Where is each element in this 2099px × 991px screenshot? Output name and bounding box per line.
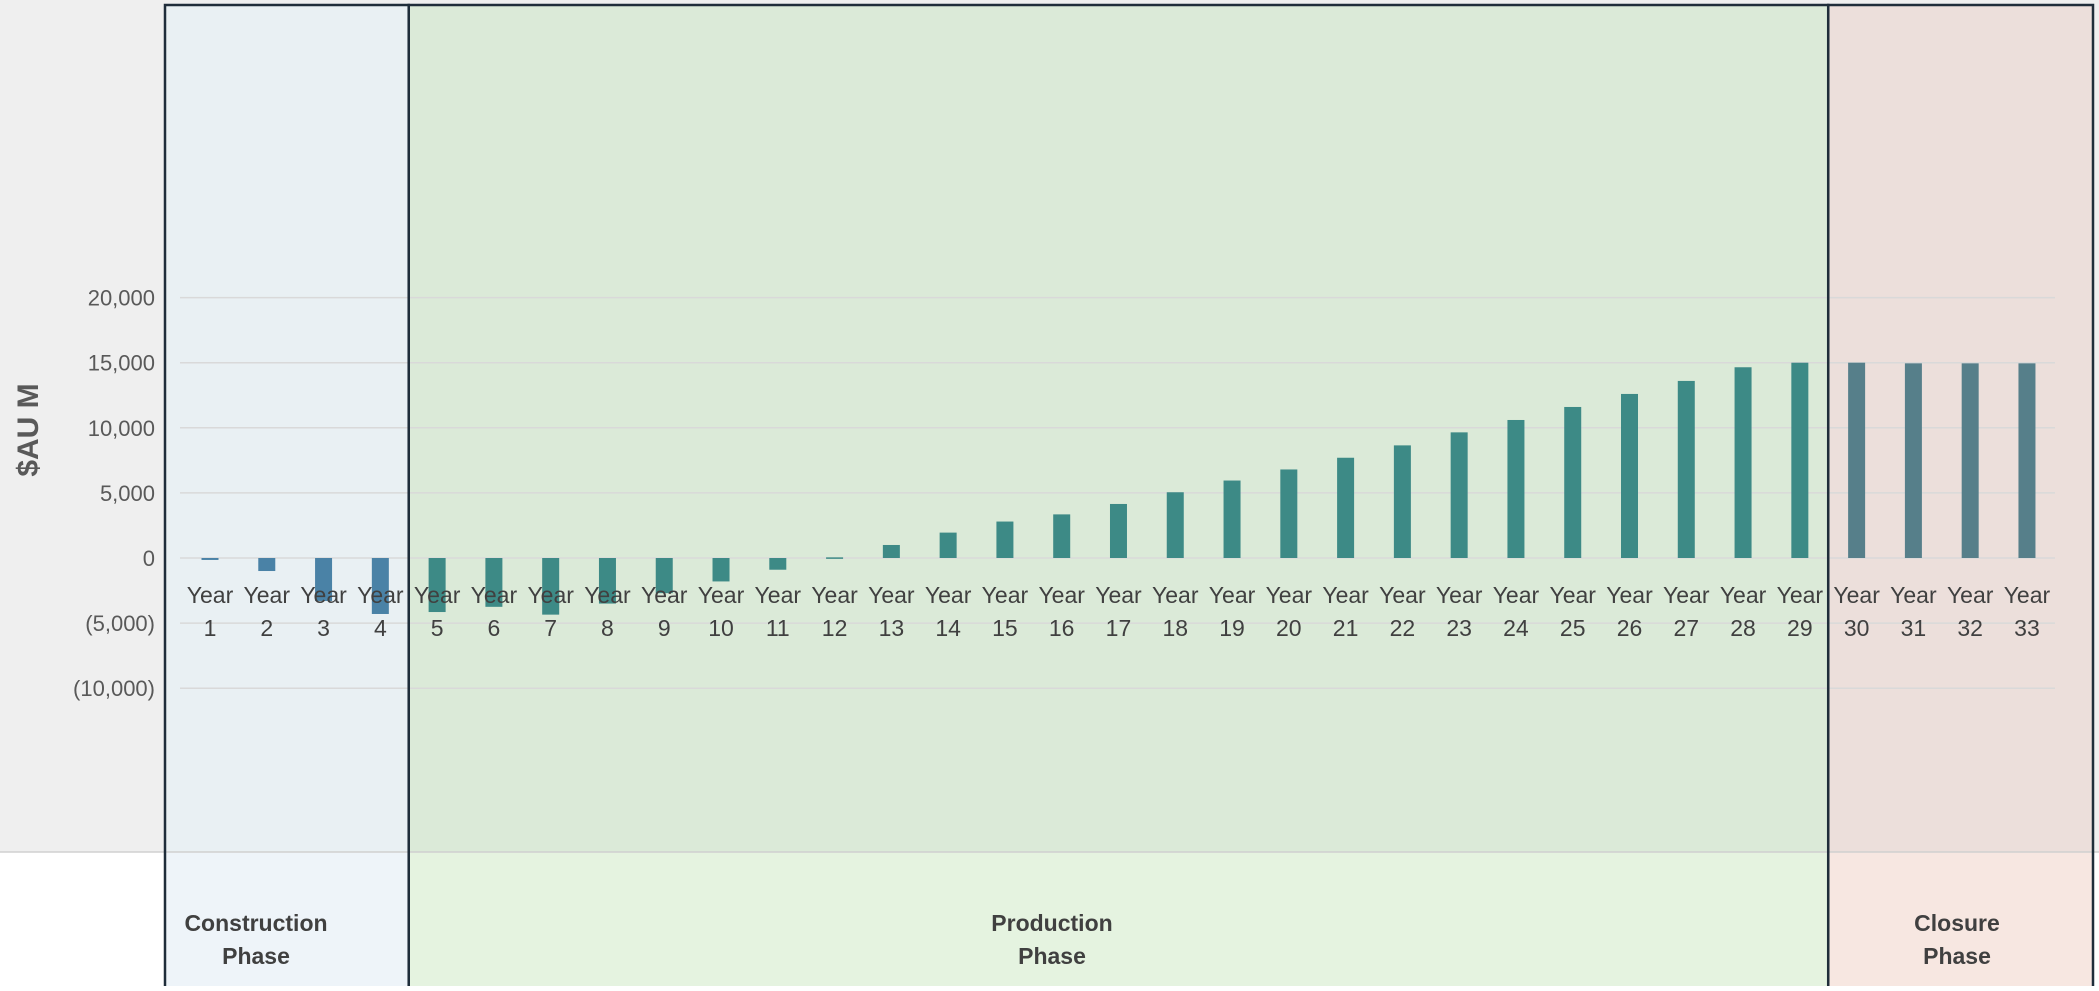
bar: [1621, 393, 1638, 558]
x-tick-label: Year 20: [1266, 582, 1313, 641]
y-tick-label: 5,000: [100, 481, 155, 506]
bar: [1734, 367, 1752, 558]
bar: [1564, 406, 1582, 558]
x-tick-label: Year 27: [1663, 582, 1710, 641]
bar: [542, 558, 560, 615]
x-tick-label: Year 8: [584, 582, 631, 641]
x-tick-label: Year 5: [414, 582, 461, 641]
phase-band-production: [408, 852, 1829, 986]
x-tick-label: Year 30: [1833, 582, 1880, 641]
y-tick-label: 15,000: [88, 351, 155, 376]
x-tick-label: Year 21: [1322, 582, 1369, 641]
x-tick-label: Year 15: [982, 582, 1029, 641]
y-axis-title: $AU M: [12, 383, 45, 476]
x-tick-label: Year 4: [357, 582, 404, 641]
bar: [1677, 380, 1695, 558]
bar: [1393, 445, 1411, 558]
x-tick-label: Year 1: [187, 582, 234, 641]
x-tick-label: Year 26: [1606, 582, 1653, 641]
y-tick-label: 10,000: [88, 416, 155, 441]
bar: [315, 558, 333, 601]
bar: [655, 558, 673, 594]
x-tick-label: Year 25: [1549, 582, 1596, 641]
x-tick-label: Year 24: [1493, 582, 1540, 641]
y-tick-label: 20,000: [88, 286, 155, 311]
x-tick-label: Year 13: [868, 582, 915, 641]
x-tick-label: Year 22: [1379, 582, 1426, 641]
x-tick-label: Year 18: [1152, 582, 1199, 641]
x-tick-label: Year 12: [811, 582, 858, 641]
bar: [1280, 469, 1298, 558]
x-tick-label: Year 7: [527, 582, 574, 641]
bar: [1848, 362, 1866, 558]
bar: [428, 558, 446, 613]
x-tick-label: Year 6: [471, 582, 518, 641]
x-tick-label: Year 16: [1038, 582, 1085, 641]
x-tick-label: Year 23: [1436, 582, 1483, 641]
x-tick-label: Year 3: [300, 582, 347, 641]
bar: [1507, 419, 1525, 558]
x-tick-label: Year 33: [2004, 582, 2051, 641]
bar: [1223, 480, 1241, 558]
bar: [1961, 363, 1979, 558]
y-tick-label: 0: [143, 546, 155, 571]
phase-label-closure: Closure Phase: [1914, 910, 2000, 969]
bar: [996, 521, 1014, 558]
bar: [1053, 514, 1071, 558]
bar: [485, 558, 503, 607]
bar: [1166, 492, 1184, 558]
phase-label-construction: Construction Phase: [184, 910, 327, 969]
bar: [1791, 362, 1809, 558]
phase-border: [1826, 3, 2095, 991]
x-tick-label: Year 11: [755, 582, 802, 641]
bar: [201, 558, 219, 560]
x-tick-label: Year 31: [1890, 582, 1937, 641]
phase-label-production: Production Phase: [991, 910, 1112, 969]
bar: [939, 532, 957, 558]
y-tick-label: (10,000): [73, 676, 155, 701]
x-tick-label: Year 10: [698, 582, 745, 641]
y-tick-label: (5,000): [85, 611, 155, 636]
x-tick-label: Year 19: [1209, 582, 1256, 641]
bar: [712, 558, 730, 582]
x-tick-label: Year 28: [1720, 582, 1767, 641]
x-tick-label: Year 9: [641, 582, 688, 641]
bar: [1109, 503, 1127, 558]
x-tick-label: Year 14: [925, 582, 972, 641]
bar: [769, 558, 787, 570]
bar: [1904, 363, 1922, 558]
bar: [598, 558, 616, 604]
x-tick-label: Year 29: [1777, 582, 1824, 641]
bar: [371, 558, 389, 614]
phase-band-construction: [165, 852, 409, 986]
bar: [258, 558, 276, 572]
bar: [826, 557, 844, 559]
bar: [882, 544, 900, 558]
bar: [1450, 432, 1468, 558]
phase-band-closure: [1828, 852, 2093, 986]
bar: [1337, 457, 1355, 558]
x-tick-label: Year 17: [1095, 582, 1142, 641]
bar: [2018, 363, 2036, 558]
x-tick-label: Year 32: [1947, 582, 1994, 641]
x-tick-label: Year 2: [244, 582, 291, 641]
